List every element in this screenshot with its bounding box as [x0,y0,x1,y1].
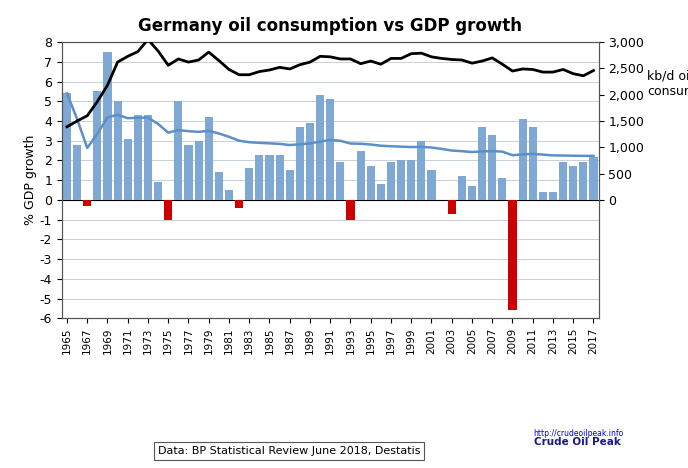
Bar [306,123,314,200]
Bar [245,168,253,200]
Bar [590,156,598,200]
Bar [205,117,213,200]
Bar [164,200,172,219]
Bar [73,145,81,200]
Bar [326,99,334,200]
Bar [235,200,243,208]
Text: Crude Oil Peak: Crude Oil Peak [535,437,621,447]
Bar [397,161,405,200]
Bar [427,170,436,200]
Bar [478,127,486,200]
Bar [356,151,365,200]
Bar [539,192,547,200]
Bar [418,141,425,200]
Bar [133,115,142,200]
Bar [286,170,294,200]
Text: Data: BP Statistical Review June 2018, Destatis: Data: BP Statistical Review June 2018, D… [158,446,420,456]
Bar [83,200,92,206]
Bar [458,176,466,200]
Bar [184,145,193,200]
Bar [549,192,557,200]
Bar [377,184,385,200]
Bar [255,154,264,200]
Bar [488,135,496,200]
Bar [508,200,517,310]
Bar [569,167,577,200]
Bar [296,127,304,200]
Bar [528,127,537,200]
Bar [94,91,101,200]
Title: Germany oil consumption vs GDP growth: Germany oil consumption vs GDP growth [138,17,522,35]
Bar [347,200,354,219]
Bar [276,154,283,200]
Bar [367,167,375,200]
Bar [195,141,203,200]
Bar [559,162,567,200]
Bar [468,186,476,200]
Bar [215,172,223,200]
Bar [519,119,527,200]
Bar [336,162,345,200]
Bar [63,94,71,200]
Bar [407,161,416,200]
Bar [144,115,152,200]
Bar [225,190,233,200]
Y-axis label: % GDP growth: % GDP growth [24,135,37,226]
Bar [387,162,395,200]
Y-axis label: kb/d oil
consumption: kb/d oil consumption [647,70,688,97]
Bar [448,200,455,214]
Bar [103,52,111,200]
Bar [266,154,274,200]
Bar [174,101,182,200]
Bar [124,139,132,200]
Bar [154,182,162,200]
Bar [579,162,588,200]
Bar [498,178,506,200]
Bar [316,95,324,200]
Bar [114,101,122,200]
Text: http://crudeoilpeak.info: http://crudeoilpeak.info [533,429,623,438]
